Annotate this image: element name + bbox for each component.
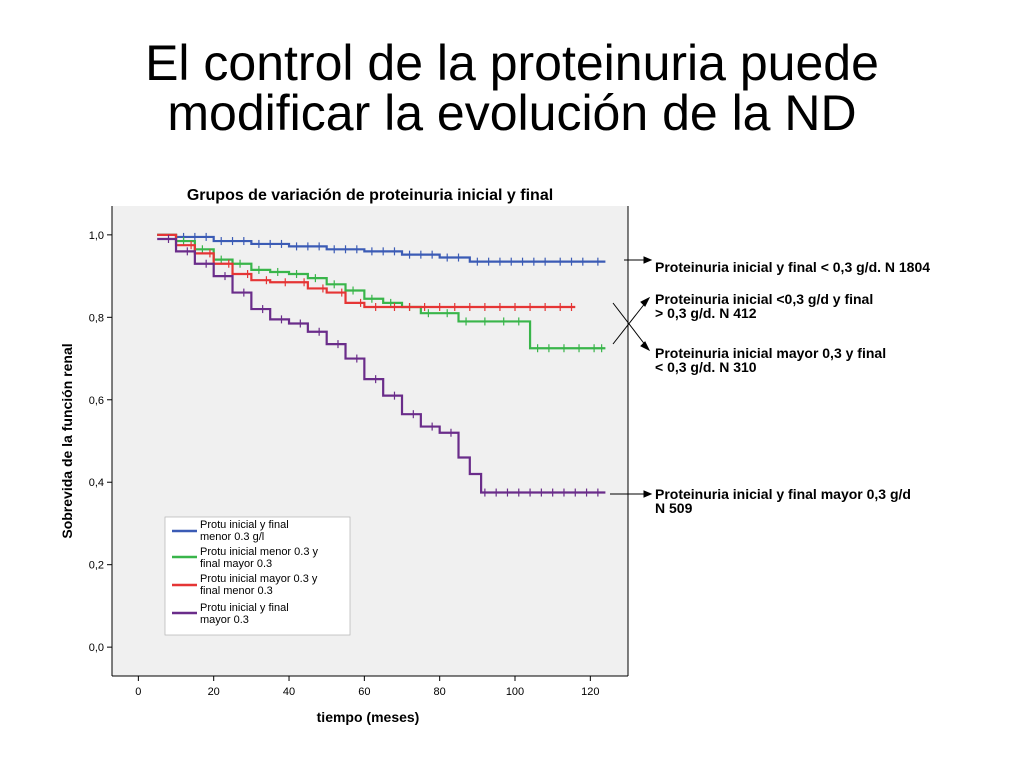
legend-label-2b: final mayor 0.3	[200, 558, 272, 570]
arrow-to-annotation-4	[610, 490, 653, 498]
annotation-4-line-1: Proteinuria inicial y final mayor 0,3 g/…	[655, 486, 911, 502]
annotation-2-line-2: > 0,3 g/d. N 412	[655, 305, 757, 321]
slide-title-line-1: El control de la proteinuria puede	[145, 35, 879, 91]
legend: Protu inicial y final menor 0.3 g/l Prot…	[164, 516, 351, 636]
y-tick-label: 1,0	[89, 230, 104, 242]
annotation-4: Proteinuria inicial y final mayor 0,3 g/…	[655, 487, 911, 515]
y-tick-label: 0,8	[89, 312, 104, 324]
x-tick-label: 100	[506, 686, 524, 698]
slide-title-line-2: modificar la evolución de la ND	[167, 85, 857, 141]
x-tick-label: 0	[135, 686, 141, 698]
legend-label-1b: menor 0.3 g/l	[200, 531, 264, 543]
series-3	[157, 233, 576, 312]
slide-title: El control de la proteinuria puede modif…	[0, 38, 1024, 138]
legend-label-4a: Protu inicial y final	[200, 602, 289, 614]
x-tick-label: 60	[358, 686, 370, 698]
series-4-survival-line	[157, 237, 606, 494]
series-1-survival-line	[157, 233, 606, 263]
legend-label-2a: Protu inicial menor 0.3 y	[200, 546, 318, 558]
y-tick-label: 0,6	[89, 395, 104, 407]
x-axis-ticks: 0 20 40 60 80 100 120	[135, 676, 600, 698]
arrow-to-annotation-1	[624, 256, 653, 264]
legend-label-1a: Protu inicial y final	[200, 519, 289, 531]
annotation-arrows	[610, 256, 653, 498]
series-2-survival-line	[157, 233, 606, 350]
legend-label-4b: mayor 0.3	[200, 614, 249, 626]
x-tick-label: 120	[581, 686, 599, 698]
annotation-3: Proteinuria inicial mayor 0,3 y final < …	[655, 346, 886, 374]
x-tick-label: 40	[283, 686, 295, 698]
x-axis-label: tiempo (meses)	[317, 709, 420, 725]
annotation-2: Proteinuria inicial <0,3 g/d y final > 0…	[655, 292, 873, 320]
annotation-1-line-1: Proteinuria inicial y final < 0,3 g/d. N…	[655, 259, 931, 275]
arrow-cross-to-annotation-3	[612, 302, 651, 352]
y-axis-ticks: 0,0 0,2 0,4 0,6 0,8 1,0	[89, 230, 112, 654]
x-tick-label: 20	[208, 686, 220, 698]
series-layer	[157, 232, 606, 497]
legend-label-3a: Protu inicial mayor 0.3 y	[200, 573, 318, 585]
x-tick-label: 80	[434, 686, 446, 698]
annotation-3-line-1: Proteinuria inicial mayor 0,3 y final	[655, 345, 887, 361]
annotation-3-line-2: < 0,3 g/d. N 310	[655, 359, 757, 375]
annotation-2-line-1: Proteinuria inicial <0,3 g/d y final	[655, 291, 874, 307]
y-axis-label: Sobrevida de la función renal	[59, 343, 75, 538]
y-tick-label: 0,2	[89, 560, 104, 572]
annotation-1: Proteinuria inicial y final < 0,3 g/d. N…	[655, 260, 930, 274]
chart-title: Grupos de variación de proteinuria inici…	[187, 187, 553, 204]
series-3-survival-line	[157, 233, 576, 309]
legend-box	[164, 516, 351, 636]
y-tick-label: 0,4	[89, 477, 104, 489]
series-2	[157, 233, 606, 353]
series-1	[157, 232, 606, 266]
y-tick-label: 0,0	[89, 642, 104, 654]
legend-label-3b: final menor 0.3	[200, 585, 273, 597]
annotation-4-line-2: N 509	[655, 500, 693, 516]
series-4	[157, 234, 606, 497]
arrow-cross-to-annotation-2	[612, 296, 651, 345]
